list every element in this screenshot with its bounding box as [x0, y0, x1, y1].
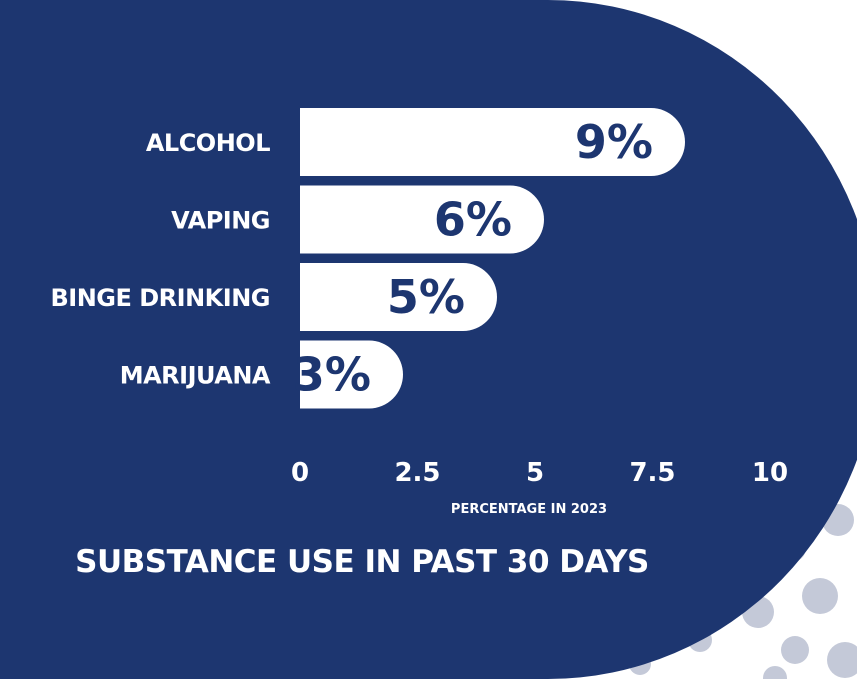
x-axis-label: PERCENTAGE IN 2023	[451, 502, 607, 517]
bar	[300, 108, 685, 176]
decorative-dot	[763, 666, 787, 679]
x-tick-label: 5	[526, 458, 544, 488]
decorative-dot	[802, 578, 838, 614]
x-tick-label: 0	[291, 458, 309, 488]
x-tick-label: 10	[752, 458, 788, 488]
bar	[300, 185, 544, 254]
category-label: VAPING	[171, 207, 270, 235]
bar-value-label: 5%	[387, 270, 465, 324]
category-label: BINGE DRINKING	[51, 284, 271, 312]
category-label: MARIJUANA	[120, 362, 271, 390]
decorative-dot	[827, 642, 857, 678]
bar-value-label: 6%	[434, 193, 512, 247]
bars	[300, 108, 685, 409]
value-labels: 9% 6% 5% 3%	[293, 115, 653, 402]
x-tick-label: 2.5	[394, 458, 440, 488]
category-label: ALCOHOL	[146, 129, 270, 157]
category-labels: ALCOHOL VAPING BINGE DRINKING MARIJUANA	[51, 129, 272, 390]
decorative-dot	[781, 636, 809, 664]
bar-value-label: 9%	[575, 115, 653, 169]
x-tick-label: 7.5	[629, 458, 675, 488]
x-axis-ticks: 0 2.5 5 7.5 10	[291, 458, 788, 488]
chart-title: SUBSTANCE USE IN PAST 30 DAYS	[75, 544, 649, 580]
bar	[300, 263, 497, 331]
bar-value-label: 3%	[293, 348, 371, 402]
bar	[300, 340, 403, 409]
